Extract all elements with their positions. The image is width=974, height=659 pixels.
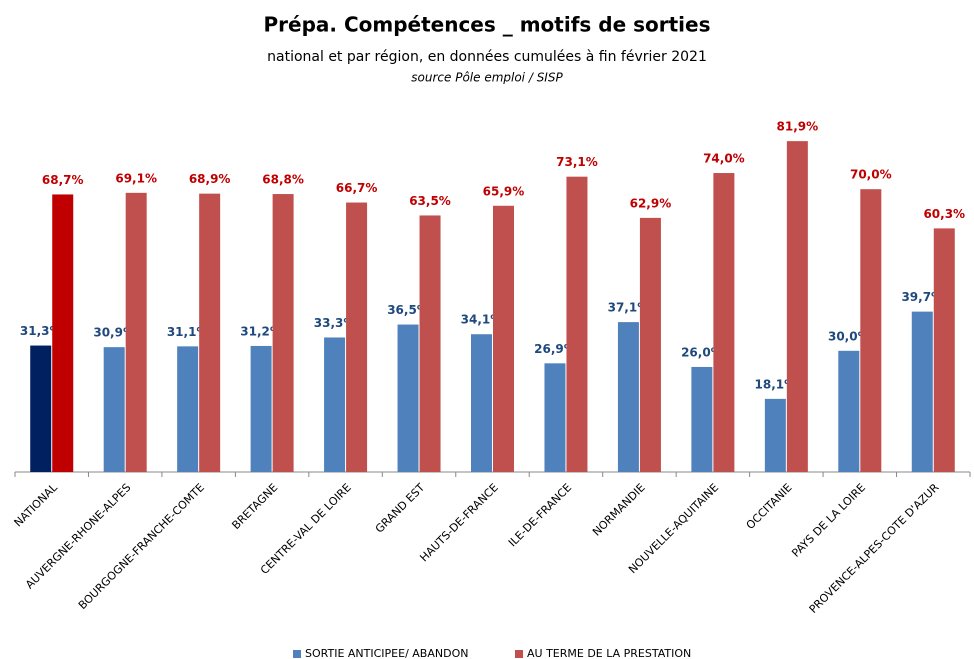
value-label: 66,7% [336, 181, 378, 195]
chart-subtitle: national et par région, en données cumul… [267, 49, 707, 65]
value-label: 81,9% [777, 120, 819, 134]
bar [272, 194, 294, 472]
bar [471, 334, 492, 472]
x-tick-label: PROVENCE-ALPES-COTE D'AZUR [807, 481, 942, 616]
value-label: 74,0% [703, 152, 745, 166]
bar [860, 189, 882, 472]
value-label: 31,1% [167, 325, 209, 339]
value-label: 18,1% [755, 377, 797, 391]
legend-swatch [293, 650, 301, 658]
bar [52, 194, 74, 472]
bar [911, 311, 933, 472]
bar [566, 176, 588, 472]
value-label: 30,0% [828, 329, 870, 343]
bar [419, 215, 441, 472]
x-tick-label: GRAND EST [373, 481, 428, 536]
x-tick-label: BOURGOGNE-FRANCHE-COMTE [76, 481, 207, 612]
value-label: 33,3% [314, 316, 356, 330]
x-tick-label: HAUTS-DE-FRANCE [417, 481, 500, 564]
bar [713, 173, 735, 473]
bar [199, 193, 221, 473]
value-label: 34,1% [461, 313, 503, 327]
value-label: 70,0% [850, 168, 892, 182]
bar [125, 192, 147, 472]
bar [933, 228, 955, 472]
value-label: 36,5% [387, 303, 429, 317]
bar [617, 322, 639, 472]
bar [324, 337, 346, 472]
legend-swatch [515, 650, 523, 658]
value-label: 63,5% [409, 194, 451, 208]
value-label: 26,9% [534, 342, 576, 356]
value-label: 68,9% [189, 172, 231, 186]
x-tick-label: BRETAGNE [229, 481, 280, 532]
x-tick-label: ILE-DE-FRANCE [506, 481, 574, 549]
x-tick-label: NORMANDIE [590, 481, 648, 539]
bar [30, 345, 52, 472]
value-label: 30,9% [93, 326, 135, 340]
chart-source: source Pôle emploi / SISP [411, 71, 563, 85]
bar [493, 205, 514, 473]
value-label: 39,7% [901, 290, 943, 304]
value-label: 62,9% [630, 196, 672, 210]
bar [103, 347, 125, 472]
bar [346, 202, 368, 473]
bar [764, 398, 786, 472]
bar [786, 141, 808, 472]
legend-label: SORTIE ANTICIPEE/ ABANDON [305, 647, 468, 659]
chart-title: Prépa. Compétences _ motifs de sorties [263, 13, 710, 37]
value-label: 31,2% [240, 324, 282, 338]
x-tick-label: OCCITANIE [744, 481, 795, 532]
bar [250, 345, 272, 472]
value-label: 68,8% [262, 173, 304, 187]
bar [838, 350, 860, 472]
value-label: 60,3% [923, 207, 965, 221]
value-label: 31,3% [20, 324, 62, 338]
value-label: 68,7% [42, 173, 84, 187]
bar [691, 366, 713, 472]
legend-label: AU TERME DE LA PRESTATION [527, 647, 691, 659]
value-label: 26,0% [681, 345, 723, 359]
x-tick-label: PAYS DE LA LOIRE [789, 481, 868, 560]
value-label: 73,1% [556, 155, 598, 169]
value-label: 65,9% [483, 184, 525, 198]
value-label: 69,1% [115, 171, 157, 185]
bar [177, 346, 199, 472]
x-tick-label: NATIONAL [12, 480, 61, 529]
bar [639, 217, 661, 472]
bar [544, 363, 566, 472]
value-label: 37,1% [608, 301, 650, 315]
bar [397, 324, 419, 472]
